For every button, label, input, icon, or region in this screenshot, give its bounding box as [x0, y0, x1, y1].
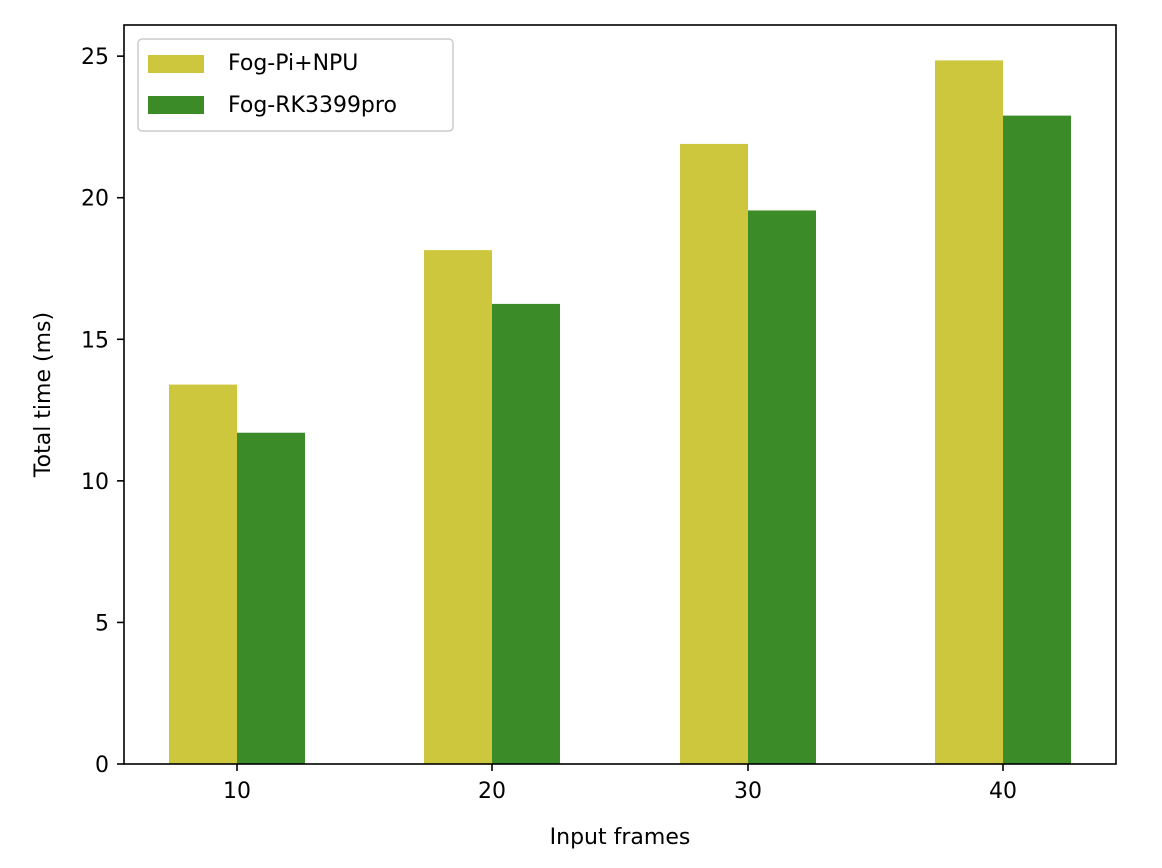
y-tick-label-5: 5 [95, 611, 109, 636]
y-tick-label-0: 0 [95, 753, 109, 778]
legend: Fog-Pi+NPU Fog-RK3399pro [137, 38, 454, 132]
bar-fog-pi-npu-40 [935, 60, 1003, 765]
x-tick-label-10: 10 [223, 779, 251, 804]
y-tick-label-25: 25 [81, 45, 109, 70]
bar-fog-rk3399pro-10 [237, 432, 305, 764]
bar-fog-pi-npu-20 [424, 250, 492, 764]
x-axis: 10 20 30 40 [223, 764, 1017, 804]
y-tick-label-10: 10 [81, 470, 109, 495]
x-tick-label-20: 20 [478, 779, 506, 804]
legend-swatch-fog-pi-npu [148, 55, 204, 73]
legend-label-fog-rk3399pro: Fog-RK3399pro [228, 93, 397, 118]
x-tick-label-30: 30 [734, 779, 762, 804]
y-tick-label-15: 15 [81, 328, 109, 353]
y-axis: 0 5 10 15 20 25 [81, 45, 124, 778]
bar-fog-pi-npu-10 [169, 384, 237, 764]
plot-frame [123, 24, 1117, 765]
x-tick-label-40: 40 [989, 779, 1017, 804]
x-axis-label: Input frames [550, 825, 691, 850]
y-axis-label: Total time (ms) [31, 312, 56, 478]
bar-fog-rk3399pro-40 [1003, 115, 1071, 765]
legend-label-fog-pi-npu: Fog-Pi+NPU [228, 51, 358, 76]
bar-fog-pi-npu-30 [680, 143, 748, 764]
bar-fog-rk3399pro-30 [748, 210, 816, 764]
y-tick-label-20: 20 [81, 187, 109, 212]
legend-box [137, 38, 454, 132]
bar-fog-rk3399pro-20 [492, 303, 560, 764]
legend-swatch-fog-rk3399pro [148, 96, 204, 114]
bars-layer [169, 60, 1071, 765]
